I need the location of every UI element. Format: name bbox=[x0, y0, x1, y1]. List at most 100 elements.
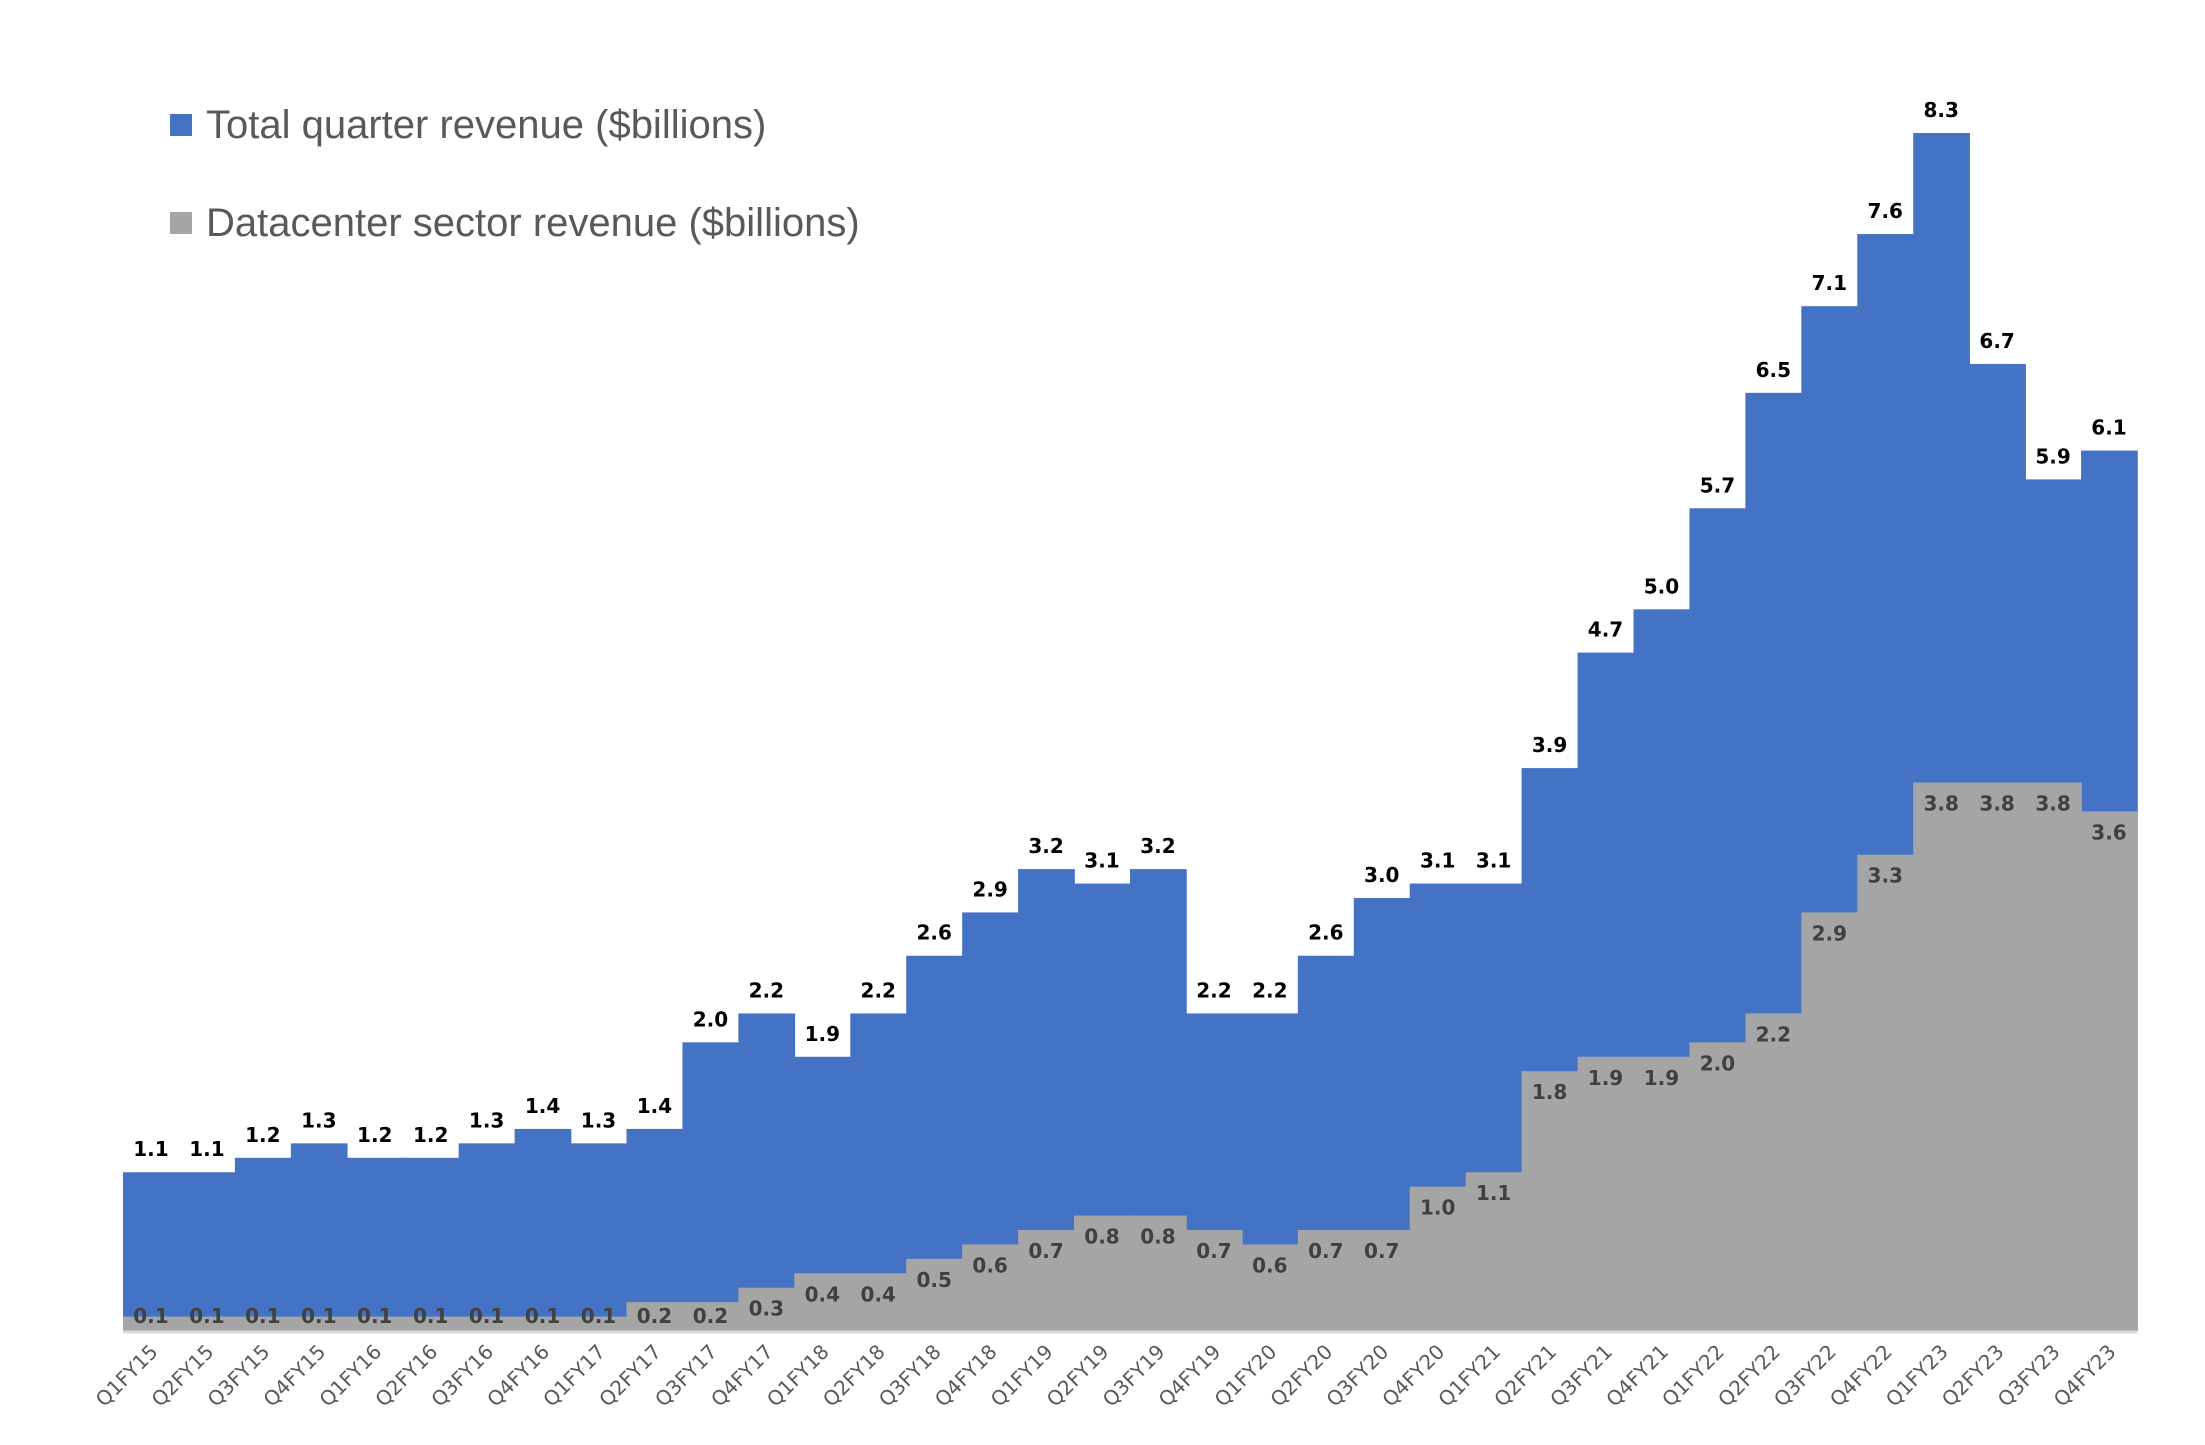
data-label-datacenter-revenue: 3.6 bbox=[2091, 820, 2126, 844]
data-label-total-revenue: 1.1 bbox=[133, 1137, 168, 1161]
data-label-datacenter-revenue: 1.9 bbox=[1588, 1066, 1623, 1090]
area-step-total-revenue bbox=[234, 1157, 292, 1331]
data-label-datacenter-revenue: 0.1 bbox=[301, 1304, 336, 1328]
area-step-total-revenue bbox=[738, 1013, 796, 1331]
area-step-datacenter-revenue bbox=[1689, 1042, 1747, 1331]
data-label-datacenter-revenue: 0.7 bbox=[1196, 1239, 1231, 1263]
data-label-total-revenue: 1.2 bbox=[413, 1123, 448, 1147]
area-step-datacenter-revenue bbox=[962, 1244, 1019, 1331]
data-label-total-revenue: 7.6 bbox=[1868, 199, 1903, 223]
area-step-total-revenue bbox=[570, 1143, 628, 1331]
data-label-total-revenue: 2.2 bbox=[1196, 978, 1231, 1002]
data-label-total-revenue: 2.9 bbox=[972, 877, 1007, 901]
data-label-datacenter-revenue: 0.1 bbox=[133, 1304, 168, 1328]
area-step-datacenter-revenue bbox=[570, 1316, 628, 1331]
area-step-datacenter-revenue bbox=[1521, 1071, 1579, 1331]
legend-label-total-revenue: Total quarter revenue ($billions) bbox=[206, 102, 767, 147]
data-label-datacenter-revenue: 0.3 bbox=[749, 1297, 784, 1321]
area-step-total-revenue bbox=[290, 1143, 348, 1331]
data-label-datacenter-revenue: 1.0 bbox=[1420, 1196, 1455, 1220]
data-label-datacenter-revenue: 0.7 bbox=[1308, 1239, 1343, 1263]
area-step-datacenter-revenue bbox=[346, 1316, 404, 1331]
data-label-total-revenue: 2.2 bbox=[749, 978, 784, 1002]
area-step-total-revenue bbox=[123, 1172, 180, 1331]
data-label-datacenter-revenue: 0.5 bbox=[916, 1268, 951, 1292]
area-step-total-revenue bbox=[682, 1042, 740, 1331]
area-step-total-revenue bbox=[178, 1172, 236, 1331]
data-label-datacenter-revenue: 0.1 bbox=[469, 1304, 504, 1328]
series-datacenter-revenue bbox=[123, 782, 2138, 1331]
data-label-total-revenue: 7.1 bbox=[1812, 271, 1847, 295]
data-label-total-revenue: 6.1 bbox=[2091, 416, 2126, 440]
data-label-datacenter-revenue: 0.4 bbox=[861, 1282, 896, 1306]
data-label-total-revenue: 6.7 bbox=[1979, 329, 2014, 353]
area-step-total-revenue bbox=[346, 1157, 404, 1331]
data-label-total-revenue: 5.0 bbox=[1644, 574, 1679, 598]
area-step-datacenter-revenue bbox=[402, 1316, 460, 1331]
data-label-datacenter-revenue: 3.8 bbox=[1923, 792, 1958, 816]
area-step-datacenter-revenue bbox=[1969, 782, 2026, 1331]
area-step-datacenter-revenue bbox=[1913, 782, 1970, 1331]
area-step-datacenter-revenue bbox=[1745, 1013, 1803, 1331]
data-label-datacenter-revenue: 3.8 bbox=[1979, 792, 2014, 816]
data-label-total-revenue: 1.3 bbox=[469, 1108, 504, 1132]
data-label-total-revenue: 2.2 bbox=[1252, 978, 1287, 1002]
data-label-total-revenue: 1.1 bbox=[189, 1137, 224, 1161]
data-label-datacenter-revenue: 0.1 bbox=[245, 1304, 280, 1328]
legend-swatch-total-revenue bbox=[170, 114, 192, 136]
data-label-datacenter-revenue: 2.2 bbox=[1756, 1022, 1791, 1046]
area-step-datacenter-revenue bbox=[1185, 1229, 1243, 1331]
data-label-total-revenue: 1.4 bbox=[637, 1094, 672, 1118]
data-label-datacenter-revenue: 3.3 bbox=[1868, 864, 1903, 888]
data-label-datacenter-revenue: 1.8 bbox=[1532, 1080, 1567, 1104]
area-step-total-revenue bbox=[458, 1143, 516, 1331]
area-step-datacenter-revenue bbox=[850, 1273, 908, 1331]
data-label-datacenter-revenue: 0.2 bbox=[637, 1304, 672, 1328]
data-label-total-revenue: 4.7 bbox=[1588, 618, 1623, 642]
data-label-total-revenue: 2.2 bbox=[861, 978, 896, 1002]
area-step-datacenter-revenue bbox=[626, 1302, 684, 1331]
data-label-total-revenue: 1.2 bbox=[357, 1123, 392, 1147]
area-step-datacenter-revenue bbox=[738, 1287, 796, 1331]
data-label-datacenter-revenue: 0.7 bbox=[1028, 1239, 1063, 1263]
data-label-datacenter-revenue: 0.7 bbox=[1364, 1239, 1399, 1263]
data-label-total-revenue: 3.2 bbox=[1140, 834, 1175, 858]
area-step-datacenter-revenue bbox=[1353, 1229, 1411, 1331]
data-label-total-revenue: 3.1 bbox=[1420, 849, 1455, 873]
data-label-total-revenue: 3.1 bbox=[1476, 849, 1511, 873]
data-label-total-revenue: 2.0 bbox=[693, 1007, 728, 1031]
data-label-total-revenue: 3.2 bbox=[1028, 834, 1063, 858]
data-label-datacenter-revenue: 3.8 bbox=[2035, 792, 2070, 816]
area-step-datacenter-revenue bbox=[906, 1258, 963, 1331]
area-step-datacenter-revenue bbox=[514, 1316, 572, 1331]
area-step-datacenter-revenue bbox=[2081, 811, 2138, 1331]
area-step-datacenter-revenue bbox=[1577, 1056, 1635, 1331]
data-label-datacenter-revenue: 0.6 bbox=[1252, 1253, 1287, 1277]
area-step-datacenter-revenue bbox=[1130, 1215, 1187, 1331]
area-step-datacenter-revenue bbox=[1857, 854, 1915, 1331]
data-label-total-revenue: 1.9 bbox=[805, 1022, 840, 1046]
data-label-datacenter-revenue: 0.2 bbox=[693, 1304, 728, 1328]
data-label-datacenter-revenue: 0.6 bbox=[972, 1253, 1007, 1277]
area-step-datacenter-revenue bbox=[1801, 912, 1859, 1331]
area-step-datacenter-revenue bbox=[682, 1302, 740, 1331]
data-label-datacenter-revenue: 0.1 bbox=[581, 1304, 616, 1328]
data-label-total-revenue: 3.0 bbox=[1364, 863, 1399, 887]
area-step-datacenter-revenue bbox=[234, 1316, 292, 1331]
area-step-total-revenue bbox=[626, 1128, 684, 1331]
data-label-total-revenue: 3.9 bbox=[1532, 733, 1567, 757]
data-label-total-revenue: 8.3 bbox=[1923, 98, 1958, 122]
data-label-datacenter-revenue: 2.0 bbox=[1700, 1051, 1735, 1075]
data-label-total-revenue: 5.9 bbox=[2035, 444, 2070, 468]
data-label-datacenter-revenue: 2.9 bbox=[1812, 921, 1847, 945]
area-step-total-revenue bbox=[402, 1157, 460, 1331]
legend-swatch-datacenter-revenue bbox=[170, 212, 192, 234]
data-label-total-revenue: 3.1 bbox=[1084, 849, 1119, 873]
legend: Total quarter revenue ($billions) Datace… bbox=[170, 95, 860, 291]
area-step-datacenter-revenue bbox=[123, 1316, 180, 1331]
data-label-total-revenue: 6.5 bbox=[1756, 358, 1791, 382]
legend-item-datacenter-revenue: Datacenter sector revenue ($billions) bbox=[170, 193, 860, 253]
area-step-datacenter-revenue bbox=[1074, 1215, 1131, 1331]
